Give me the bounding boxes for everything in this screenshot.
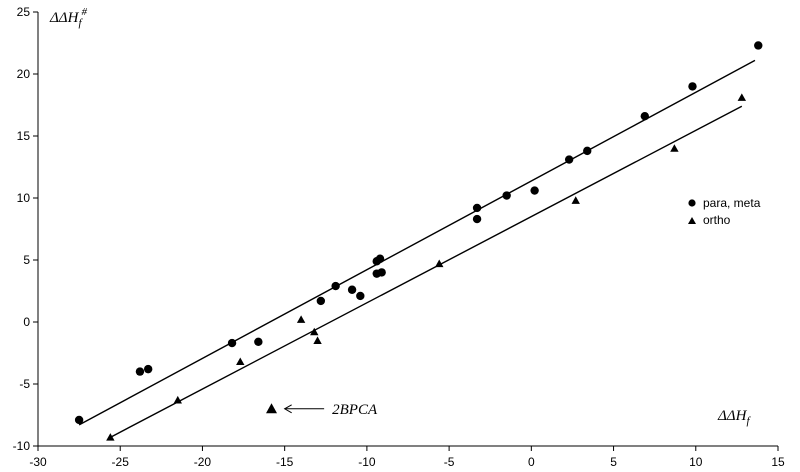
legend-label-para-meta: para, meta <box>703 196 761 210</box>
x-tick-label: 0 <box>528 455 535 469</box>
fit-line-ortho <box>110 105 743 438</box>
y-tick-label: -10 <box>13 439 31 453</box>
y-axis-title: ΔΔHf# <box>49 6 88 29</box>
annotation-marker <box>266 403 278 414</box>
data-point-para-meta <box>502 191 511 200</box>
data-point-ortho <box>296 315 306 323</box>
y-tick-label: 20 <box>17 67 31 81</box>
data-point-para-meta <box>331 281 340 291</box>
x-tick-label: -10 <box>358 455 376 469</box>
legend-label-ortho: ortho <box>703 213 731 227</box>
y-tick-label: 15 <box>17 129 31 143</box>
data-point-ortho <box>106 433 115 441</box>
data-markers <box>74 41 763 441</box>
annotation-label: 2BPCA <box>332 402 378 418</box>
data-point-para-meta <box>74 415 84 425</box>
fit-lines <box>78 59 756 438</box>
y-ticks: -10 -5 0 5 10 15 20 25 <box>13 5 38 453</box>
fit-line-para-meta <box>78 59 756 426</box>
data-point-para-meta <box>316 296 326 306</box>
data-point-ortho <box>313 336 322 344</box>
data-point-ortho <box>435 259 444 268</box>
annotation-2bpca: 2BPCA <box>266 402 378 418</box>
data-point-para-meta <box>530 186 539 195</box>
data-point-para-meta <box>143 364 153 374</box>
data-point-ortho <box>173 395 182 404</box>
data-point-para-meta <box>472 203 482 213</box>
x-tick-label: -15 <box>276 455 294 469</box>
x-axis-title: ΔΔHf <box>717 408 751 427</box>
data-point-ortho <box>670 144 679 152</box>
data-point-para-meta <box>375 254 385 263</box>
data-point-para-meta <box>564 155 574 164</box>
data-point-ortho <box>737 93 747 101</box>
x-tick-label: 10 <box>689 455 703 469</box>
legend-marker-para-meta <box>688 199 696 207</box>
data-point-para-meta <box>583 146 592 156</box>
data-point-para-meta <box>688 82 697 91</box>
x-tick-label: -20 <box>194 455 212 469</box>
data-point-ortho <box>310 327 319 336</box>
y-tick-label: 5 <box>23 253 30 267</box>
x-tick-label: 5 <box>610 455 617 469</box>
y-tick-label: 0 <box>23 315 30 329</box>
axes <box>37 12 778 447</box>
data-point-para-meta <box>472 214 482 224</box>
x-tick-label: 15 <box>771 455 785 469</box>
legend-marker-ortho <box>688 217 696 224</box>
data-point-para-meta <box>377 268 386 277</box>
y-tick-label: 10 <box>17 191 31 205</box>
x-tick-label: -25 <box>112 455 130 469</box>
x-tick-label: -30 <box>29 455 47 469</box>
legend: para, meta ortho <box>688 196 761 227</box>
data-point-para-meta <box>754 41 763 50</box>
data-point-ortho <box>236 357 245 366</box>
data-point-para-meta <box>254 337 263 347</box>
data-point-para-meta <box>347 285 357 294</box>
x-tick-label: -5 <box>444 455 455 469</box>
data-point-para-meta <box>227 338 237 348</box>
data-point-para-meta <box>640 111 649 121</box>
y-tick-label: 25 <box>17 5 31 19</box>
y-tick-label: -5 <box>19 377 30 391</box>
data-point-para-meta <box>356 291 365 301</box>
x-ticks: -30 -25 -20 -15 -10 -5 0 5 10 15 <box>29 446 785 469</box>
data-point-para-meta <box>135 367 145 376</box>
data-point-ortho <box>571 196 580 204</box>
annotation-arrow-head <box>283 404 292 414</box>
